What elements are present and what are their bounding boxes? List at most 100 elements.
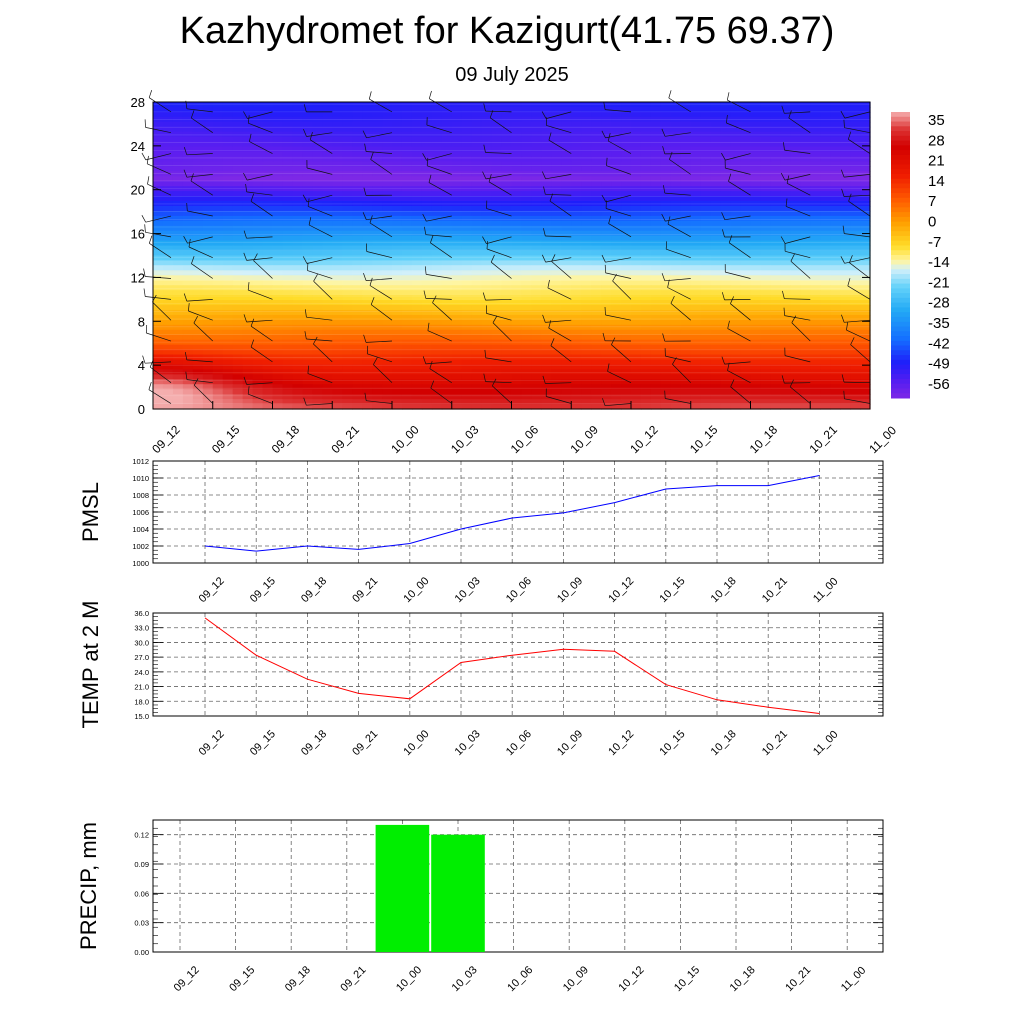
heatmap-cell — [650, 141, 662, 148]
heatmap-cell — [302, 102, 313, 108]
heatmap-cell — [551, 344, 562, 351]
heatmap-cell — [840, 295, 851, 301]
heatmap-cell — [780, 324, 791, 331]
heatmap-cell — [282, 151, 294, 158]
heatmap-cell — [840, 290, 851, 296]
heatmap-cell — [202, 230, 214, 237]
heatmap-cell — [372, 270, 383, 276]
heatmap-cell — [720, 334, 732, 341]
heatmap-cell — [272, 329, 284, 336]
heatmap-cell — [511, 186, 523, 192]
heatmap-cell — [840, 329, 851, 336]
heatmap-cell — [551, 399, 562, 405]
wind-barb-feather — [601, 130, 606, 139]
heatmap-cell — [591, 121, 602, 128]
heatmap-cell — [411, 265, 423, 271]
heatmap-cell — [481, 349, 493, 356]
heatmap-cell — [800, 300, 811, 306]
heatmap-cell — [471, 205, 483, 212]
heatmap-cell — [252, 309, 264, 316]
wind-barb — [146, 332, 172, 342]
wind-barb — [425, 298, 452, 300]
heatmap-cell — [800, 389, 811, 395]
heatmap-cell — [202, 334, 214, 341]
heatmap-cell — [451, 384, 463, 390]
heatmap-cell — [710, 166, 722, 172]
heatmap-cell — [501, 225, 513, 232]
heatmap-cell — [800, 404, 811, 410]
heatmap-cell — [322, 329, 333, 336]
heatmap-cell — [362, 102, 373, 108]
wind-barb-feather — [369, 277, 373, 286]
heatmap-cell — [421, 186, 433, 192]
heatmap-cell — [282, 404, 294, 410]
heatmap-cell — [202, 344, 214, 351]
heatmap-cell — [720, 369, 732, 375]
heatmap-cell — [182, 384, 194, 390]
heatmap-cell — [461, 106, 473, 113]
heatmap-cell — [601, 210, 612, 217]
heatmap-cell — [202, 369, 214, 375]
heatmap-cell — [561, 176, 572, 182]
heatmap-cell — [640, 240, 652, 247]
heatmap-cell — [252, 280, 264, 286]
heatmap-cell — [810, 334, 821, 341]
heatmap-cell — [591, 364, 602, 370]
wind-barb — [668, 97, 691, 113]
heatmap-cell — [680, 151, 692, 158]
heatmap-cell — [481, 210, 493, 217]
heatmap-cell — [411, 280, 423, 286]
heatmap-cell — [352, 389, 363, 395]
heatmap-cell — [720, 225, 732, 232]
heatmap-cell — [650, 404, 662, 410]
heatmap-cell — [660, 280, 672, 286]
heatmap-cell — [740, 205, 752, 212]
heatmap-cell — [302, 305, 313, 311]
heatmap-cell — [461, 116, 473, 123]
heatmap-cell — [690, 102, 702, 108]
heatmap-cell — [770, 309, 781, 316]
heatmap-cell — [272, 344, 284, 351]
heatmap-cell — [700, 354, 712, 361]
heatmap-cell — [302, 319, 313, 326]
heatmap-cell — [800, 270, 811, 276]
heatmap-cell — [720, 146, 732, 153]
heatmap-cell — [621, 250, 632, 257]
heatmap-cell — [153, 215, 164, 222]
heatmap-cell — [252, 369, 264, 375]
heatmap-cell — [650, 240, 662, 247]
heatmap-cell — [182, 280, 194, 286]
heatmap-cell — [820, 166, 831, 172]
heatmap-cell — [511, 126, 523, 133]
heatmap-cell — [322, 369, 333, 375]
heatmap-cell — [551, 245, 562, 252]
heatmap-cell — [700, 324, 712, 331]
heatmap-cell — [830, 136, 841, 143]
heatmap-cell — [780, 215, 791, 222]
heatmap-cell — [392, 210, 403, 217]
heatmap-cell — [372, 196, 383, 202]
heatmap-cell — [730, 324, 742, 331]
heatmap-cell — [760, 121, 772, 128]
heatmap-cell — [531, 225, 542, 232]
heatmap-cell — [591, 201, 602, 207]
heatmap-cell — [591, 280, 602, 286]
heatmap-cell — [521, 334, 533, 341]
heatmap-cell — [352, 280, 363, 286]
heatmap-cell — [840, 374, 851, 380]
wind-barb-feather — [542, 375, 546, 384]
heatmap-cell — [790, 250, 801, 257]
wind-barb-feather — [148, 89, 153, 98]
heatmap-cell — [730, 225, 742, 232]
heatmap-cell — [342, 305, 353, 311]
heatmap-cell — [551, 131, 562, 138]
heatmap-cell — [392, 305, 403, 311]
colorbar-segment — [891, 326, 910, 332]
heatmap-cell — [352, 354, 363, 361]
heatmap-cell — [690, 166, 702, 172]
heatmap-cell — [810, 126, 821, 133]
heatmap-cell — [561, 205, 572, 212]
heatmap-cell — [471, 379, 483, 385]
heatmap-cell — [222, 339, 234, 346]
heatmap-cell — [471, 136, 483, 143]
